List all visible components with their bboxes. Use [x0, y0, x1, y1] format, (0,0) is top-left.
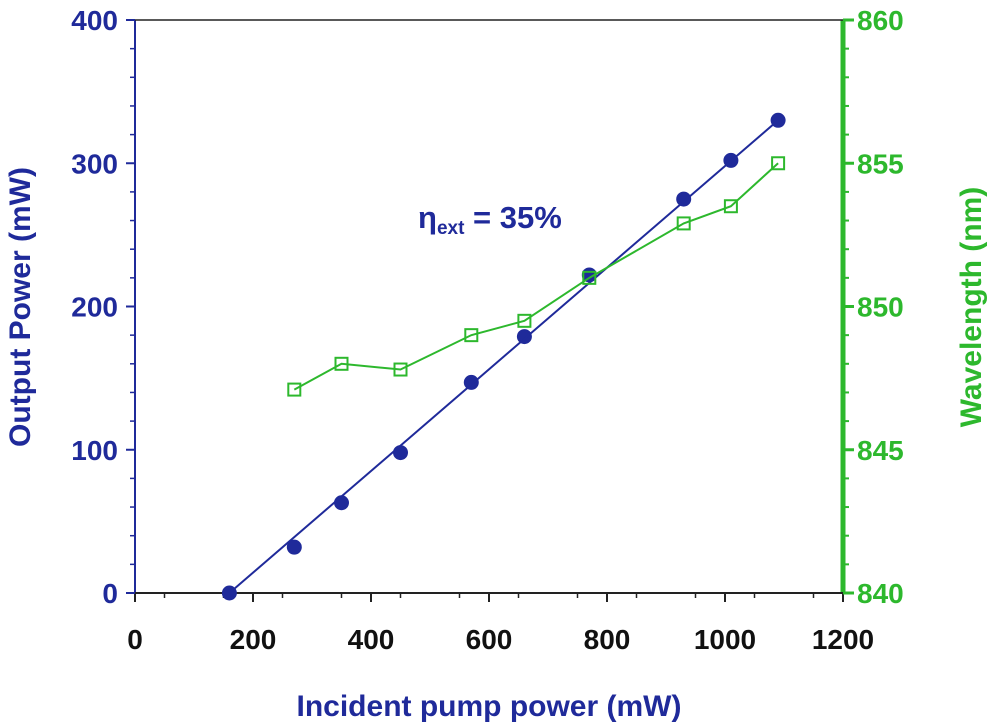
y2-tick-label: 845 [857, 435, 904, 466]
x-tick-label: 0 [127, 624, 143, 655]
y2-tick-label: 860 [857, 5, 904, 36]
annotation-value: = 35% [464, 200, 561, 235]
y-tick-label: 200 [71, 292, 118, 323]
y2-tick-label: 850 [857, 292, 904, 323]
wavelength-point [582, 270, 597, 285]
x-tick-label: 400 [348, 624, 395, 655]
wavelength-point [287, 382, 302, 397]
output-fit-line [228, 119, 779, 594]
marks-group [221, 112, 786, 601]
output-power-point [463, 374, 479, 390]
y2-axis-title: Wavelength (nm) [955, 187, 988, 428]
wavelength-series-line [293, 162, 779, 391]
output-power-point [676, 191, 692, 207]
x-tick-label: 200 [230, 624, 277, 655]
y-tick-label: 100 [71, 435, 118, 466]
wavelength-point [334, 356, 349, 371]
output-power-point [516, 329, 532, 345]
annotation-subscript: ext [437, 218, 465, 239]
wavelength-point [517, 313, 532, 328]
wavelength-point [723, 199, 738, 214]
annotation-symbol: η [418, 200, 437, 235]
y-tick-label: 0 [102, 578, 118, 609]
output-power-point [393, 445, 408, 461]
y2-tick-label: 840 [857, 578, 904, 609]
x-tick-label: 600 [466, 624, 513, 655]
y2-tick-label: 855 [857, 148, 904, 179]
x-axis-title: Incident pump power (mW) [297, 690, 682, 723]
y-axis-title: Output Power (mW) [4, 167, 37, 447]
y-tick-label: 400 [71, 5, 118, 36]
wavelength-point [464, 328, 479, 343]
wavelength-point [393, 362, 408, 377]
efficiency-annotation: ηext = 35% [418, 200, 562, 239]
wavelength-point [676, 216, 691, 231]
wavelength-point [771, 156, 786, 171]
output-power-point [286, 539, 302, 555]
x-tick-label: 1000 [694, 624, 756, 655]
axes-group [134, 19, 846, 594]
y-tick-label: 300 [71, 148, 118, 179]
x-tick-label: 800 [584, 624, 631, 655]
ticks-group: 0 200 400 600 800 1000 1200 0 100 200 300 400 840 845… [71, 5, 903, 655]
x-tick-label: 1200 [812, 624, 874, 655]
